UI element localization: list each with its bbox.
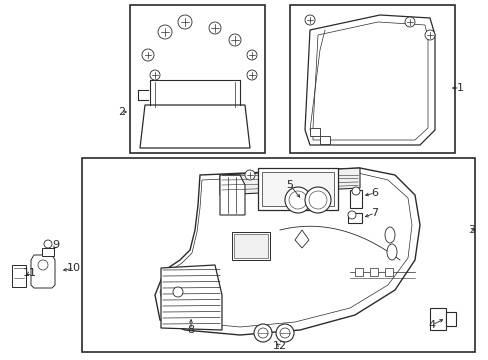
Text: 9: 9 bbox=[52, 240, 60, 250]
Bar bbox=[347, 213, 361, 223]
Polygon shape bbox=[155, 168, 419, 335]
Circle shape bbox=[347, 211, 355, 219]
Polygon shape bbox=[312, 22, 427, 140]
Text: 1: 1 bbox=[456, 83, 463, 93]
Bar bbox=[429, 308, 445, 330]
Circle shape bbox=[253, 324, 271, 342]
Bar bbox=[384, 268, 392, 276]
Text: 10: 10 bbox=[67, 263, 81, 273]
Text: 8: 8 bbox=[187, 325, 194, 335]
Text: 4: 4 bbox=[427, 320, 435, 330]
Bar bbox=[130, 5, 264, 153]
Bar bbox=[82, 158, 474, 352]
Circle shape bbox=[305, 187, 330, 213]
Bar bbox=[12, 265, 26, 287]
Circle shape bbox=[404, 17, 414, 27]
Bar bbox=[42, 248, 54, 256]
Circle shape bbox=[424, 30, 434, 40]
Polygon shape bbox=[160, 173, 411, 327]
Ellipse shape bbox=[142, 126, 154, 134]
Circle shape bbox=[178, 15, 192, 29]
Ellipse shape bbox=[384, 227, 394, 243]
Polygon shape bbox=[31, 255, 55, 288]
Bar bbox=[262, 172, 333, 206]
Circle shape bbox=[305, 15, 314, 25]
Text: 11: 11 bbox=[23, 268, 37, 278]
Circle shape bbox=[228, 34, 241, 46]
Text: 2: 2 bbox=[118, 107, 125, 117]
Polygon shape bbox=[294, 230, 308, 248]
Polygon shape bbox=[305, 15, 434, 145]
Circle shape bbox=[275, 324, 293, 342]
Bar bbox=[258, 168, 337, 210]
Bar bbox=[445, 312, 455, 326]
Circle shape bbox=[246, 50, 257, 60]
Circle shape bbox=[308, 191, 326, 209]
Circle shape bbox=[285, 187, 310, 213]
Text: 5: 5 bbox=[286, 180, 293, 190]
Polygon shape bbox=[140, 105, 249, 148]
Circle shape bbox=[351, 187, 359, 195]
Circle shape bbox=[150, 70, 160, 80]
Bar bbox=[319, 136, 329, 144]
Bar bbox=[231, 232, 269, 260]
Circle shape bbox=[173, 287, 183, 297]
Circle shape bbox=[246, 70, 257, 80]
Polygon shape bbox=[220, 168, 359, 195]
Bar bbox=[369, 268, 377, 276]
Bar bbox=[289, 5, 454, 153]
Text: 7: 7 bbox=[371, 208, 378, 218]
Circle shape bbox=[44, 240, 52, 248]
Circle shape bbox=[38, 260, 48, 270]
Circle shape bbox=[288, 191, 306, 209]
Text: 6: 6 bbox=[371, 188, 378, 198]
Text: 3: 3 bbox=[468, 225, 474, 235]
Circle shape bbox=[280, 328, 289, 338]
Bar bbox=[349, 190, 361, 208]
Circle shape bbox=[258, 328, 267, 338]
Polygon shape bbox=[220, 175, 244, 215]
Circle shape bbox=[158, 25, 172, 39]
Ellipse shape bbox=[386, 244, 396, 260]
Bar bbox=[234, 234, 267, 258]
Text: 12: 12 bbox=[272, 341, 286, 351]
Bar bbox=[309, 128, 319, 136]
Circle shape bbox=[142, 49, 154, 61]
Bar bbox=[354, 268, 362, 276]
Polygon shape bbox=[161, 265, 222, 330]
Circle shape bbox=[244, 170, 254, 180]
Circle shape bbox=[208, 22, 221, 34]
